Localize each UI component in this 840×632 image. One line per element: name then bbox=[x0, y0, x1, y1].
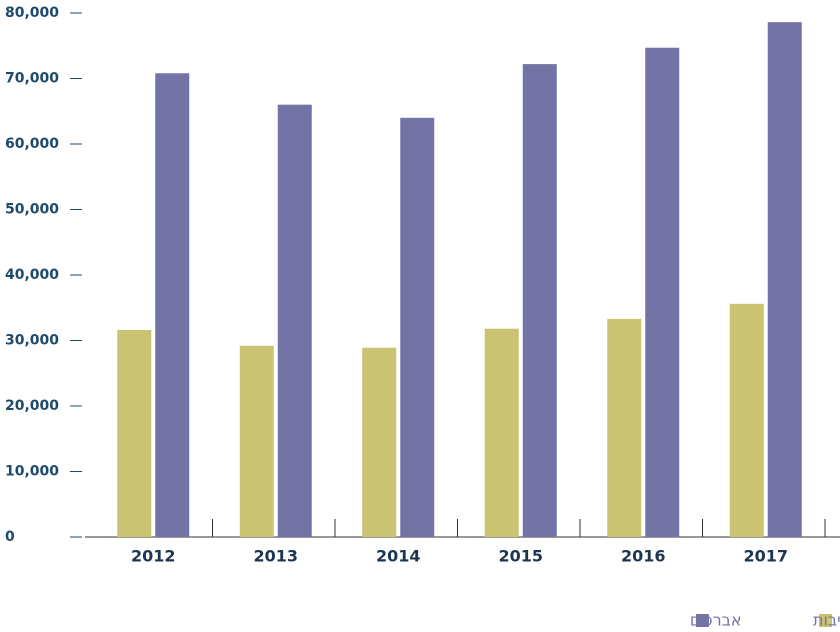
x-tick-label: 2015 bbox=[498, 547, 543, 566]
bar bbox=[277, 104, 312, 537]
y-tick-label: 30,000 bbox=[5, 333, 59, 349]
x-tick-label: 2012 bbox=[131, 547, 176, 566]
legend-label: תלמידי ישיבות bbox=[813, 611, 840, 630]
legend-swatch bbox=[695, 614, 709, 627]
y-tick-label: 20,000 bbox=[5, 398, 59, 414]
bar bbox=[607, 318, 642, 537]
y-tick-label: 40,000 bbox=[5, 267, 59, 283]
x-tick-label: 2017 bbox=[743, 547, 788, 566]
bar bbox=[362, 347, 397, 537]
y-tick-label: 0 bbox=[5, 529, 15, 545]
bar bbox=[117, 330, 152, 537]
bar bbox=[155, 73, 190, 537]
x-tick-label: 2014 bbox=[376, 547, 421, 566]
bar bbox=[400, 117, 435, 538]
legend-swatch bbox=[819, 614, 832, 627]
bar bbox=[239, 345, 274, 537]
x-tick-label: 2013 bbox=[253, 547, 298, 566]
y-tick-label: 60,000 bbox=[5, 136, 59, 152]
bar bbox=[729, 303, 764, 537]
legend-label: אברכים bbox=[690, 611, 742, 630]
bar bbox=[522, 64, 557, 537]
y-tick-label: 70,000 bbox=[5, 71, 59, 87]
x-tick-label: 2016 bbox=[621, 547, 666, 566]
y-tick-label: 80,000 bbox=[5, 5, 59, 21]
bar bbox=[645, 47, 680, 538]
bar bbox=[484, 328, 519, 537]
y-tick-label: 50,000 bbox=[5, 202, 59, 218]
bar bbox=[767, 22, 802, 538]
y-tick-label: 10,000 bbox=[5, 464, 59, 480]
